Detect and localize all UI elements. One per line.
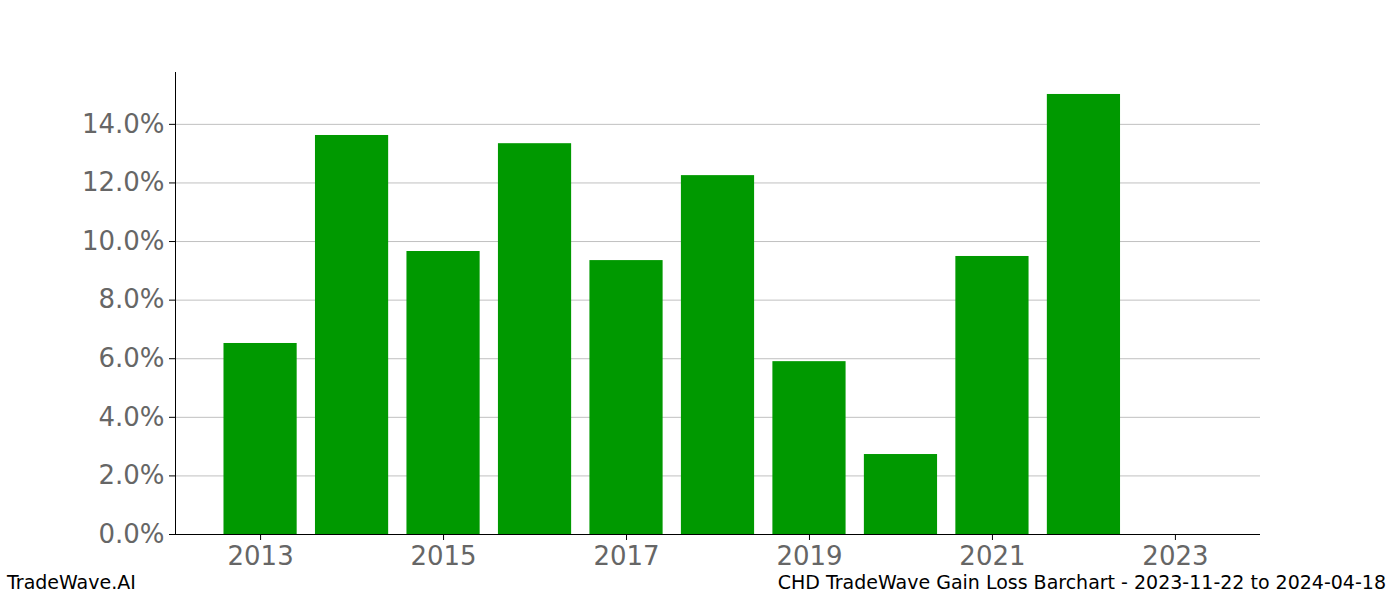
svg-text:12.0%: 12.0% bbox=[82, 167, 165, 197]
svg-text:2017: 2017 bbox=[593, 541, 659, 571]
svg-text:2019: 2019 bbox=[776, 541, 842, 571]
svg-text:2021: 2021 bbox=[959, 541, 1025, 571]
svg-text:0.0%: 0.0% bbox=[98, 519, 164, 549]
svg-text:14.0%: 14.0% bbox=[82, 109, 165, 139]
html-text:TradeWave.AI: TradeWave.AI bbox=[7, 571, 136, 593]
svg-text:4.0%: 4.0% bbox=[98, 402, 164, 432]
svg-text:2.0%: 2.0% bbox=[98, 460, 164, 490]
svg-text:10.0%: 10.0% bbox=[82, 226, 165, 256]
svg-text:2015: 2015 bbox=[410, 541, 476, 571]
svg-text:2013: 2013 bbox=[227, 541, 293, 571]
svg-text:8.0%: 8.0% bbox=[98, 284, 164, 314]
svg-text:6.0%: 6.0% bbox=[98, 343, 164, 373]
svg-text:2023: 2023 bbox=[1142, 541, 1208, 571]
html-text:CHD TradeWave Gain Loss Barcha: CHD TradeWave Gain Loss Barchart - 2023-… bbox=[777, 571, 1386, 593]
